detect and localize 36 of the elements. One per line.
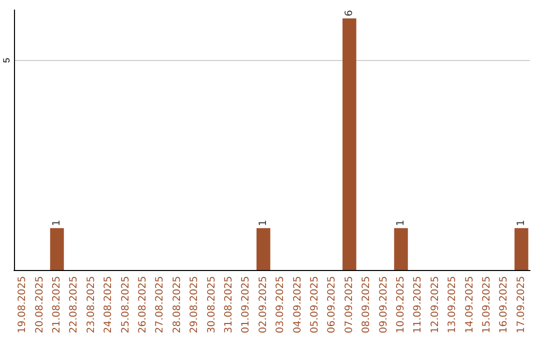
- data-label: 1: [258, 220, 269, 226]
- x-tick-label: 13.09.2025: [447, 276, 458, 334]
- x-tick-label: 25.08.2025: [120, 276, 132, 334]
- data-label: 1: [516, 220, 527, 226]
- x-tick-label: 31.08.2025: [224, 276, 234, 334]
- x-tick-label: 19.08.2025: [17, 276, 28, 334]
- x-tick-label: 20.08.2025: [34, 276, 46, 334]
- x-tick-label: 11.09.2025: [412, 276, 424, 334]
- data-label: 1: [396, 220, 406, 226]
- x-tick-label: 26.08.2025: [138, 276, 148, 334]
- x-tick-label: 05.09.2025: [310, 276, 320, 334]
- x-tick-label: 07.09.2025: [344, 276, 355, 334]
- x-tick-label: 24.08.2025: [103, 276, 114, 334]
- x-tick-label: 02.09.2025: [258, 276, 269, 334]
- x-tick-label: 16.09.2025: [498, 276, 510, 334]
- x-tick-label: 15.09.2025: [482, 276, 492, 334]
- x-tick-label: 21.08.2025: [52, 276, 62, 334]
- x-tick-label: 10.09.2025: [396, 276, 406, 334]
- x-tick-label: 03.09.2025: [275, 276, 286, 334]
- x-tick-label: 01.09.2025: [240, 276, 252, 334]
- x-tick-label: 14.09.2025: [464, 276, 476, 334]
- x-tick-label: 30.08.2025: [206, 276, 218, 334]
- x-tick-label: 12.09.2025: [430, 276, 441, 334]
- x-tick-label: 09.09.2025: [378, 276, 390, 334]
- x-tick-label: 04.09.2025: [292, 276, 304, 334]
- x-tick-label: 06.09.2025: [326, 276, 338, 334]
- data-label: 6: [344, 10, 355, 16]
- x-tick-label: 23.08.2025: [86, 276, 97, 334]
- x-tick-label: 17.09.2025: [516, 276, 527, 334]
- x-tick-label: 29.08.2025: [189, 276, 200, 334]
- data-label: 1: [52, 220, 62, 226]
- x-tick-label: 27.08.2025: [154, 276, 166, 334]
- x-tick-label: 22.08.2025: [68, 276, 80, 334]
- y-tick-label: 5: [2, 58, 12, 63]
- x-tick-label: 28.08.2025: [172, 276, 183, 334]
- x-tick-label: 08.09.2025: [361, 276, 372, 334]
